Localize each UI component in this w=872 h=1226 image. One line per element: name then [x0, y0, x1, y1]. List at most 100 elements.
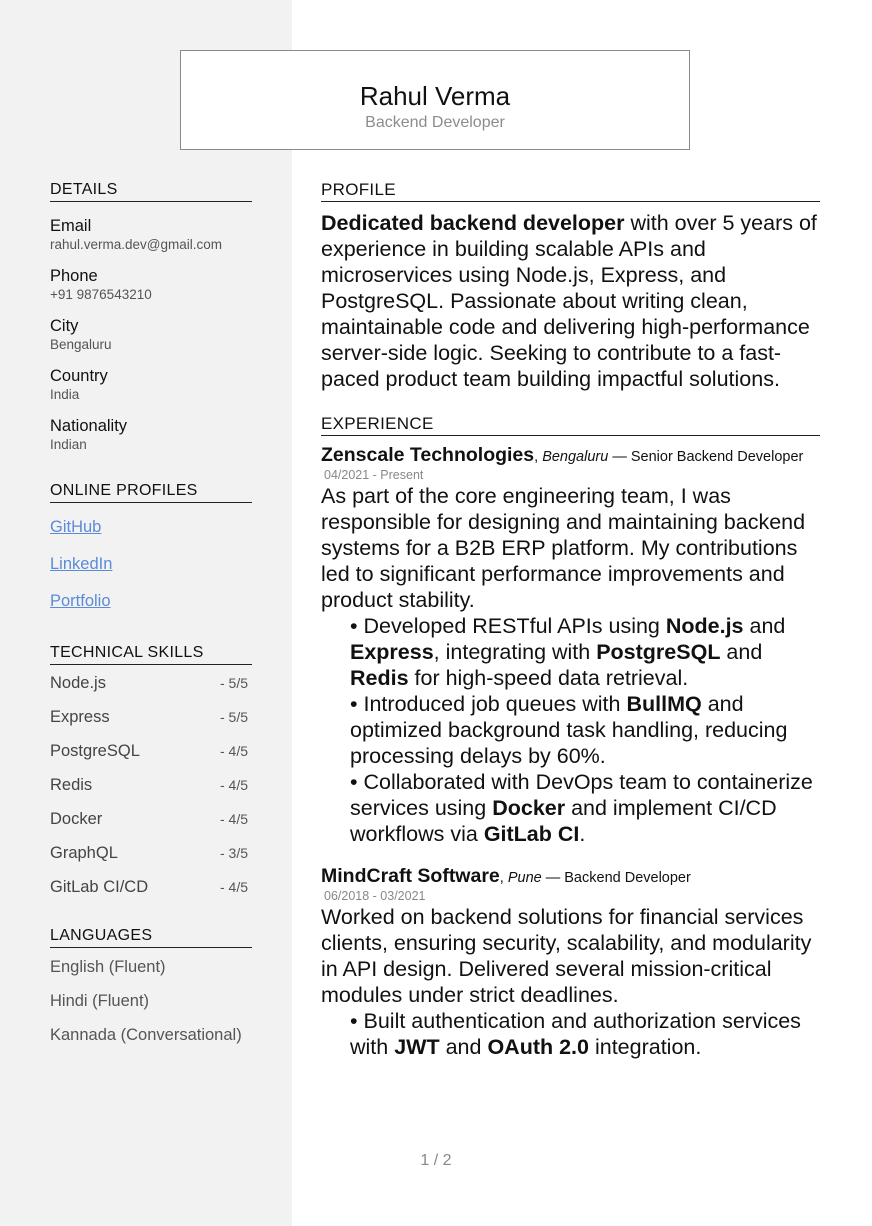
experience-heading: EXPERIENCE [321, 414, 820, 436]
skill-level: - 4/5 [219, 811, 248, 827]
detail-label: Country [50, 367, 108, 385]
detail-label: Nationality [50, 417, 128, 435]
job-bullets: • Built authentication and authorization… [350, 1008, 820, 1060]
languages-list: English (Fluent) Hindi (Fluent) Kannada (C… [50, 950, 252, 1052]
bullet-text: and implement CI/CD workflows via [350, 796, 777, 846]
bullet-text: integration. [588, 1035, 702, 1059]
detail-item: Phone +91 9876543210 [50, 266, 252, 304]
job-bullet: • Built authentication and authorization… [350, 1008, 820, 1060]
skill-level: - 4/5 [219, 743, 248, 759]
job-company: Zenscale Technologies [321, 444, 535, 466]
detail-value: Indian [50, 437, 87, 452]
bullet-text: • Introduced job queues with [350, 692, 627, 716]
profile-summary: Dedicated backend developer with over 5 … [321, 210, 820, 392]
profile-link-linkedin[interactable]: LinkedIn [50, 555, 113, 573]
job-company: MindCraft Software [321, 865, 500, 887]
job-title: Senior Backend Developer [630, 449, 804, 465]
skill-row: Node.js - 5/5 [50, 666, 252, 700]
bullet-text: and [743, 614, 786, 638]
job-dates: 04/2021 - Present [324, 468, 424, 482]
main-content: PROFILE Dedicated backend developer with… [321, 180, 820, 1060]
bullet-keyword: Docker [492, 796, 566, 820]
sidebar-background [0, 0, 292, 1226]
bullet-text: for high-speed data retrieval. [408, 666, 689, 690]
detail-item: Nationality Indian [50, 416, 252, 454]
language-item: Kannada (Conversational) [50, 1026, 242, 1044]
detail-item: City Bengaluru [50, 316, 252, 354]
candidate-name: Rahul Verma [359, 81, 511, 111]
job-bullets: • Developed RESTful APIs using Node.js a… [350, 613, 820, 847]
profile-heading: PROFILE [321, 180, 820, 202]
language-item: English (Fluent) [50, 958, 166, 976]
skill-name: GitLab CI/CD [50, 878, 149, 896]
job-city: Pune [507, 870, 542, 886]
detail-value: +91 9876543210 [50, 287, 152, 302]
online-profiles-heading: ONLINE PROFILES [50, 481, 252, 503]
skill-row: PostgreSQL - 4/5 [50, 734, 252, 768]
job-entry: MindCraft Software, Pune — Backend Devel… [321, 865, 820, 1060]
skill-level: - 4/5 [219, 777, 248, 793]
bullet-keyword: JWT [394, 1035, 440, 1059]
skill-level: - 3/5 [219, 845, 248, 861]
detail-value: India [50, 387, 80, 402]
bullet-keyword: Node.js [665, 614, 744, 638]
detail-value: rahul.verma.dev@gmail.com [50, 237, 223, 252]
job-city: Bengaluru [542, 449, 609, 465]
skill-name: Node.js [50, 674, 106, 692]
bullet-text: • Built authentication and authorization… [350, 1009, 801, 1059]
technical-skills-heading: TECHNICAL SKILLS [50, 643, 252, 665]
skill-row: GraphQL - 3/5 [50, 836, 252, 870]
job-description: As part of the core engineering team, I … [321, 484, 806, 612]
details-heading: DETAILS [50, 180, 252, 202]
technical-skills-list: Node.js - 5/5 Express - 5/5 PostgreSQL - 4/5 R… [50, 666, 252, 904]
name-header: Rahul Verma Backend Developer [180, 50, 690, 150]
details-list: Email rahul.verma.dev@gmail.com Phone +91 9… [50, 216, 252, 454]
sidebar: DETAILS Email rahul.verma.dev@gmail.com Ph… [50, 180, 252, 1052]
profile-link-portfolio[interactable]: Portfolio [50, 592, 111, 610]
detail-item: Country India [50, 366, 252, 404]
job-entry: Zenscale Technologies, Bengaluru — Senio… [321, 444, 820, 847]
job-title-line: MindCraft Software, Pune — Backend Devel… [321, 865, 691, 887]
bullet-text: and [439, 1035, 488, 1059]
skill-name: Redis [50, 776, 93, 794]
skill-row: Express - 5/5 [50, 700, 252, 734]
languages-heading: LANGUAGES [50, 926, 252, 948]
bullet-text: and optimized background task handling, … [350, 692, 788, 768]
bullet-text: , integrating with [433, 640, 597, 664]
skill-name: Docker [50, 810, 103, 828]
online-profiles-list: GitHub LinkedIn Portfolio [50, 509, 252, 620]
skill-name: PostgreSQL [50, 742, 140, 760]
candidate-role: Backend Developer [365, 114, 505, 131]
language-item: Hindi (Fluent) [50, 992, 150, 1010]
bullet-keyword: OAuth 2.0 [487, 1035, 589, 1059]
bullet-text: and [720, 640, 763, 664]
bullet-text: . [579, 822, 586, 846]
bullet-keyword: BullMQ [626, 692, 702, 716]
profile-link-github[interactable]: GitHub [50, 518, 102, 536]
job-title: Backend Developer [564, 870, 691, 886]
job-bullet: • Collaborated with DevOps team to conta… [350, 769, 820, 847]
skill-level: - 5/5 [219, 709, 248, 725]
bullet-keyword: Express [350, 640, 434, 664]
profile-summary-bold: Dedicated backend developer [321, 211, 625, 235]
experience-list: Zenscale Technologies, Bengaluru — Senio… [321, 444, 820, 1060]
job-description: Worked on backend solutions for financia… [321, 905, 812, 1007]
skill-row: GitLab CI/CD - 4/5 [50, 870, 252, 904]
bullet-text: • Collaborated with DevOps team to conta… [350, 770, 813, 820]
detail-item: Email rahul.verma.dev@gmail.com [50, 216, 252, 254]
skill-level: - 5/5 [219, 675, 248, 691]
bullet-text: • Developed RESTful APIs using [350, 614, 666, 638]
skill-name: Express [50, 708, 110, 726]
skill-row: Redis - 4/5 [50, 768, 252, 802]
bullet-keyword: Redis [350, 666, 409, 690]
detail-value: Bengaluru [50, 337, 112, 352]
page-number: 1 / 2 [420, 1152, 452, 1169]
detail-label: Email [50, 217, 92, 235]
detail-label: City [50, 317, 79, 335]
job-dates: 06/2018 - 03/2021 [324, 889, 426, 903]
job-bullet: • Developed RESTful APIs using Node.js a… [350, 613, 820, 691]
detail-label: Phone [50, 267, 98, 285]
job-bullet: • Introduced job queues with BullMQ and … [350, 691, 820, 769]
bullet-keyword: GitLab CI [483, 822, 580, 846]
bullet-keyword: PostgreSQL [596, 640, 721, 664]
